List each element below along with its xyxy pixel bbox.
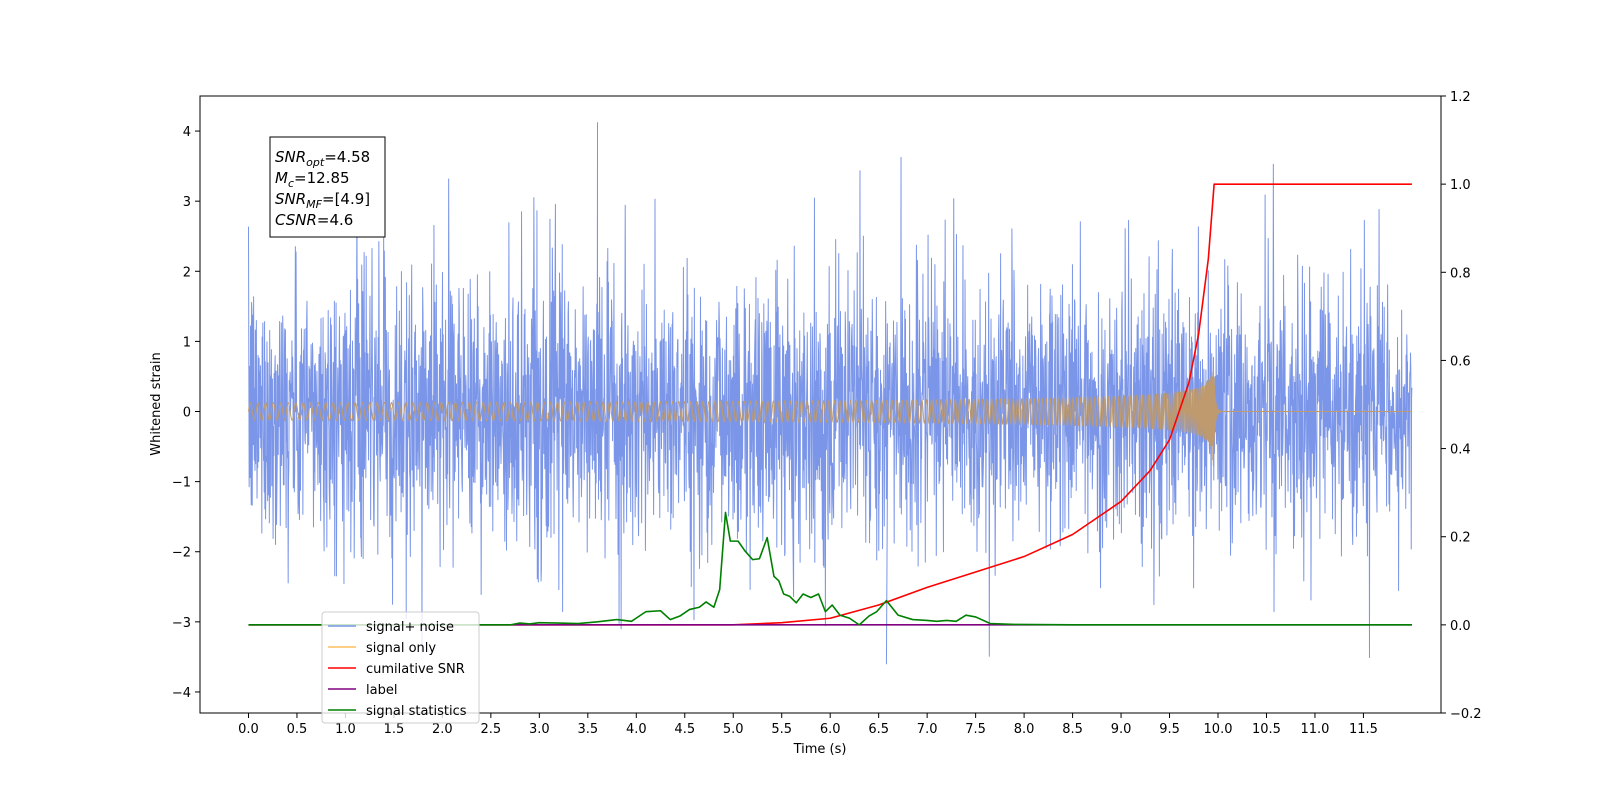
annotation-value: =4.58 [324, 148, 370, 166]
legend: signal+ noise signal only cumilative SNR la… [321, 611, 480, 724]
legend-entry-label: signal only [366, 641, 436, 656]
y2-tick-label: 1.2 [1450, 90, 1471, 105]
annotation-value: =[4.9] [322, 190, 370, 208]
x-tick-label: 0.0 [238, 722, 259, 737]
x-tick-label: 10.0 [1204, 722, 1233, 737]
annotation-symbol: CSNR [275, 211, 317, 229]
annotation-value: =4.6 [317, 211, 353, 229]
y-tick-label: 0 [183, 406, 191, 421]
y-axis-label: Whitened strain [149, 352, 164, 455]
x-tick-label: 0.5 [287, 722, 308, 737]
x-tick-label: 1.0 [335, 722, 356, 737]
y2-tick-label: 0.8 [1450, 266, 1471, 281]
y-tick-label: 3 [183, 195, 191, 210]
series-layer [247, 122, 1413, 665]
annotation-value: =12.85 [294, 169, 350, 187]
x-tick-label: 4.0 [626, 722, 647, 737]
y2-tick-label: 0.4 [1450, 443, 1471, 458]
y-tick-label: −1 [172, 476, 191, 491]
series-signal-statistics [248, 511, 1412, 626]
x-tick-label: 4.5 [674, 722, 695, 737]
x-tick-label: 6.0 [820, 722, 841, 737]
y-tick-label: −4 [172, 686, 191, 701]
y2-tick-label: 0.6 [1450, 354, 1471, 369]
series-signal-plus-noise [247, 122, 1413, 665]
x-tick-label: 11.5 [1349, 722, 1378, 737]
series-cumilative-snr [248, 183, 1412, 626]
x-tick-label: 6.5 [868, 722, 889, 737]
annotation-line: SNRopt=4.58 [275, 148, 370, 169]
annotation-subscript: MF [306, 198, 322, 211]
x-tick-label: 5.5 [771, 722, 792, 737]
annotation-symbol: M [275, 169, 288, 187]
x-tick-label: 2.5 [481, 722, 502, 737]
annotation-line: Mc=12.85 [275, 169, 350, 190]
x-tick-label: 10.5 [1252, 722, 1281, 737]
annotation-box-frame [269, 136, 386, 238]
annotation-subscript: c [288, 177, 294, 190]
legend-entry-label: signal+ noise [366, 620, 454, 635]
legend-entry-label: signal statistics [366, 704, 467, 719]
y2-tick-label: −0.2 [1450, 707, 1482, 722]
series-signal-only [247, 367, 1413, 467]
annotation-symbol: SNR [275, 148, 306, 166]
annotation-line: CSNR=4.6 [275, 211, 353, 229]
x-axis: 0.0 0.5 1.0 1.5 2.0 2.5 3.0 3.5 4.0 4.5 5.0 5.5 6.0 6… [238, 713, 1378, 737]
y-axis-left: −4 −3 −2 −1 0 1 2 3 4 [172, 125, 200, 701]
plot-frame [199, 95, 1442, 714]
x-tick-label: 8.0 [1014, 722, 1035, 737]
annotation-subscript: opt [306, 156, 325, 169]
x-tick-label: 5.0 [723, 722, 744, 737]
y-tick-label: −2 [172, 546, 191, 561]
x-tick-label: 9.5 [1159, 722, 1180, 737]
y2-tick-label: 1.0 [1450, 178, 1471, 193]
x-tick-label: 9.0 [1111, 722, 1132, 737]
y-tick-label: −3 [172, 616, 191, 631]
x-tick-label: 8.5 [1062, 722, 1083, 737]
annotation-symbol: SNR [275, 190, 306, 208]
x-tick-label: 11.0 [1300, 722, 1329, 737]
y-tick-label: 1 [183, 335, 191, 350]
x-tick-label: 1.5 [384, 722, 405, 737]
legend-frame [321, 611, 480, 724]
legend-entry-label: label [366, 683, 397, 698]
y-tick-label: 4 [183, 125, 191, 140]
annotation-line: SNRMF=[4.9] [275, 190, 370, 211]
x-tick-label: 2.0 [432, 722, 453, 737]
legend-entry-label: cumilative SNR [366, 662, 465, 677]
y2-tick-label: 0.2 [1450, 531, 1471, 546]
y2-tick-label: 0.0 [1450, 619, 1471, 634]
x-tick-label: 3.5 [577, 722, 598, 737]
x-tick-label: 7.0 [917, 722, 938, 737]
x-tick-label: 3.0 [529, 722, 550, 737]
y-axis-right: −0.2 0.0 0.2 0.4 0.6 0.8 1.0 1.2 [1441, 90, 1482, 722]
x-axis-label: Time (s) [793, 742, 847, 757]
y-tick-label: 2 [183, 265, 191, 280]
x-tick-label: 7.5 [965, 722, 986, 737]
